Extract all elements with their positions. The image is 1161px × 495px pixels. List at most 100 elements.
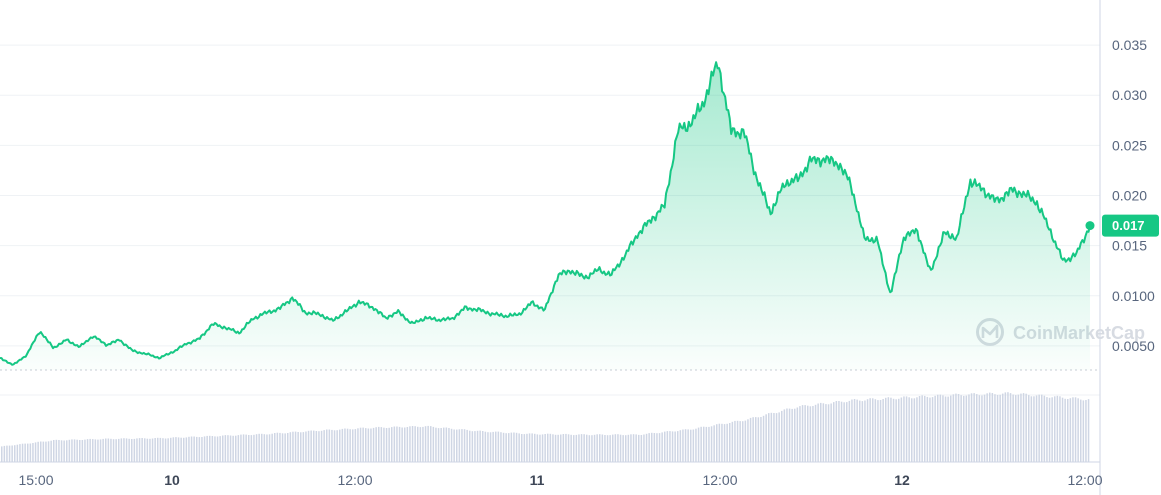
volume-bar: [227, 435, 229, 462]
volume-bar: [422, 426, 424, 462]
volume-bar: [586, 434, 588, 462]
volume-bar: [632, 434, 635, 462]
volume-bar: [562, 434, 565, 462]
volume-bar: [128, 438, 130, 462]
volume-bar: [1069, 398, 1072, 462]
volume-bar: [991, 393, 994, 462]
volume-bar: [908, 397, 910, 462]
volume-bar: [211, 436, 214, 462]
volume-bar: [495, 431, 497, 462]
volume-bar: [1030, 396, 1033, 462]
volume-bar: [414, 426, 416, 462]
volume-bar: [892, 398, 895, 462]
volume-bar: [726, 423, 728, 462]
volume-bar: [783, 409, 786, 462]
volume-bar: [417, 426, 419, 462]
volume-bar: [1033, 396, 1035, 462]
volume-bar: [749, 417, 752, 462]
volume-bar: [138, 438, 141, 462]
volume-bars: [1, 392, 1090, 462]
volume-bar: [81, 440, 84, 462]
volume-bar: [125, 438, 128, 462]
volume-bar: [404, 427, 406, 462]
volume-bar: [731, 421, 734, 462]
volume-bar: [593, 434, 596, 462]
volume-bar: [1009, 393, 1012, 462]
volume-bar: [1007, 392, 1009, 462]
volume-bar: [3, 445, 6, 462]
volume-bar: [1061, 397, 1064, 462]
volume-bar: [549, 433, 552, 462]
volume-bar: [583, 434, 585, 462]
volume-bar: [817, 403, 819, 462]
volume-bar: [443, 427, 445, 462]
volume-bar: [762, 415, 765, 462]
volume-bar: [476, 430, 479, 462]
volume-bar: [625, 435, 627, 462]
volume-bar: [471, 431, 474, 462]
volume-bar: [770, 412, 773, 462]
volume-bar: [183, 437, 185, 462]
volume-bar: [271, 433, 273, 462]
volume-bar: [450, 428, 453, 462]
volume-bar: [838, 401, 840, 462]
volume-bar: [552, 434, 554, 462]
volume-bar: [497, 431, 500, 462]
volume-bar: [560, 434, 562, 462]
volume-bar: [645, 433, 648, 462]
volume-bar: [383, 427, 385, 462]
x-tick-label: 10: [164, 472, 180, 488]
volume-bar: [989, 392, 991, 462]
volume-bar: [960, 395, 962, 462]
volume-bar: [136, 438, 138, 462]
volume-bar: [154, 438, 156, 462]
volume-bar: [609, 435, 611, 462]
volume-bar: [890, 397, 892, 462]
volume-bar: [682, 429, 684, 462]
volume-bar: [315, 431, 318, 462]
volume-bar: [851, 399, 853, 462]
volume-bar: [768, 413, 770, 462]
volume-bar: [458, 429, 461, 462]
volume-bar: [853, 399, 856, 462]
volume-bar: [973, 393, 975, 462]
volume-bar: [1051, 397, 1053, 462]
volume-bar: [521, 434, 523, 462]
volume-bar: [1067, 399, 1069, 462]
volume-bar: [432, 426, 435, 462]
volume-bar: [263, 434, 266, 462]
volume-bar: [916, 397, 918, 462]
volume-bar: [1017, 394, 1020, 462]
volume-bar: [970, 393, 973, 462]
volume-bar: [617, 434, 619, 462]
volume-bar: [968, 394, 970, 462]
volume-bar: [375, 427, 377, 462]
volume-bar: [755, 417, 757, 462]
volume-bar: [461, 429, 463, 462]
volume-bar: [518, 433, 520, 462]
volume-bar: [827, 404, 830, 462]
volume-bar: [42, 441, 45, 462]
volume-bar: [648, 433, 650, 462]
volume-bar: [994, 394, 996, 462]
volume-bar: [456, 429, 458, 462]
volume-bar: [840, 401, 843, 462]
volume-bar: [580, 434, 583, 462]
volume-bar: [692, 429, 695, 462]
volume-bar: [60, 440, 63, 462]
volume-bar: [123, 438, 125, 462]
volume-bar: [419, 427, 422, 462]
volume-bar: [206, 435, 208, 462]
volume-bar: [401, 427, 403, 462]
volume-bar: [1087, 399, 1090, 462]
volume-bar: [359, 427, 362, 462]
volume-bar: [201, 437, 203, 462]
volume-bar: [786, 408, 788, 462]
x-tick-label: 12:00: [702, 472, 737, 488]
volume-bar: [814, 404, 817, 462]
volume-bar: [866, 399, 869, 462]
volume-bar: [921, 395, 923, 462]
volume-bar: [801, 405, 804, 462]
volume-bar: [697, 427, 700, 462]
volume-bar: [79, 440, 81, 462]
